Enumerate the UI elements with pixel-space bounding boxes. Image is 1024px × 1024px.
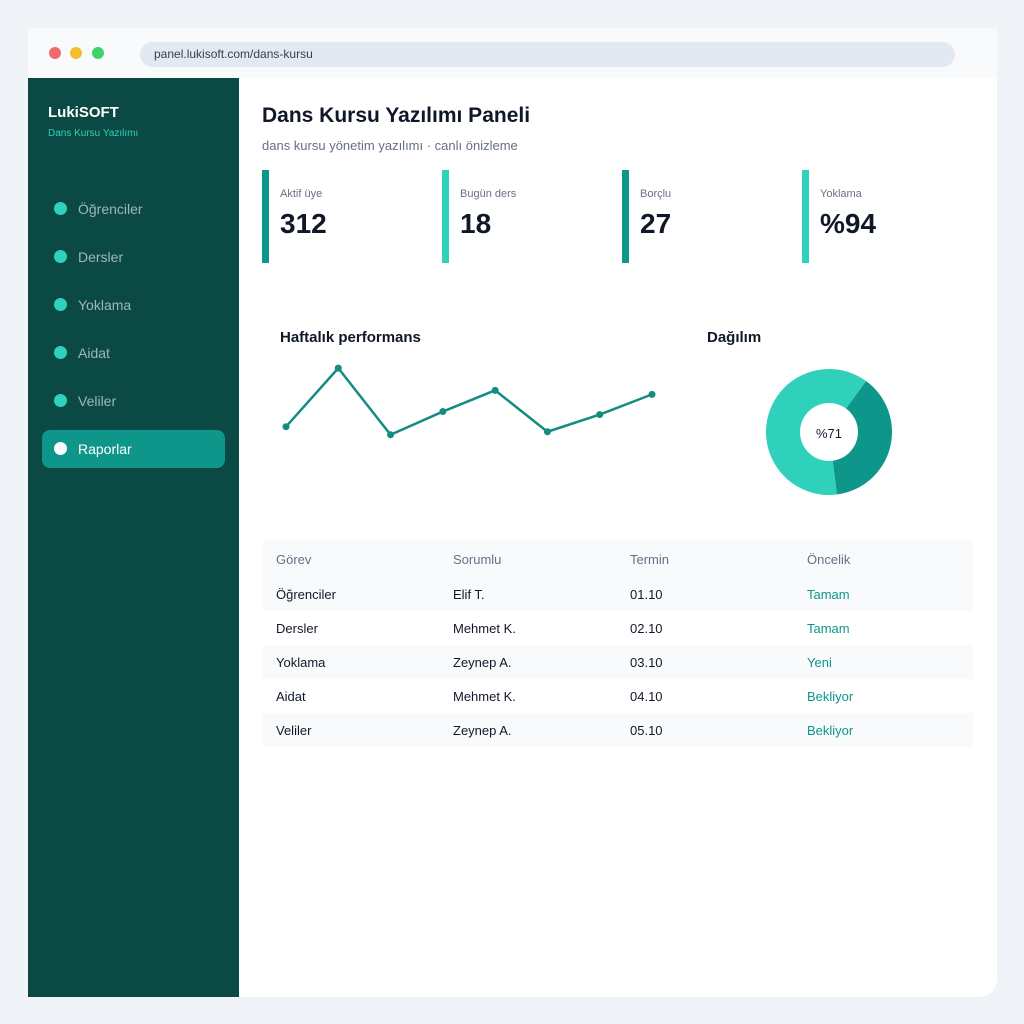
cell-due: 05.10 (630, 723, 663, 738)
page-title: Dans Kursu Yazılımı Paneli (262, 104, 531, 127)
stat-accent-bar (442, 170, 449, 263)
table-row[interactable]: Aidat Mehmet K. 04.10 Bekliyor (263, 679, 973, 713)
stat-card-aktif-uye: Aktif üye 312 (262, 170, 432, 263)
sidebar-item-raporlar[interactable]: Raporlar (42, 430, 225, 468)
performance-data-point (648, 390, 656, 398)
cell-due: 03.10 (630, 655, 663, 670)
minimize-window-button[interactable] (70, 47, 82, 59)
sidebar-item-label: Aidat (78, 345, 110, 361)
main-content: Dans Kursu Yazılımı Paneli dans kursu yö… (239, 78, 997, 997)
cell-priority: Bekliyor (807, 723, 854, 738)
browser-window: panel.lukisoft.com/dans-kursu LukiSOFT D… (28, 28, 997, 997)
title-bar: panel.lukisoft.com/dans-kursu (28, 28, 997, 78)
stat-accent-bar (262, 170, 269, 263)
sidebar-item-ogrenciler[interactable]: Öğrenciler (42, 190, 225, 228)
stat-card-bugun-ders: Bugün ders 18 (442, 170, 612, 263)
column-header[interactable]: Öncelik (807, 552, 851, 567)
brand-subtitle: Dans Kursu Yazılımı (48, 128, 139, 139)
cell-task: Öğrenciler (276, 587, 336, 602)
nav-bullet-icon (54, 202, 67, 215)
stat-accent-bar (622, 170, 629, 263)
nav-bullet-icon (54, 250, 67, 263)
performance-line-chart (282, 364, 656, 439)
performance-data-point (387, 431, 395, 439)
cell-due: 02.10 (630, 621, 663, 636)
table-row[interactable]: Öğrenciler Elif T. 01.10 Tamam (263, 577, 973, 611)
brand-name: LukiSOFT (48, 104, 119, 121)
stat-label: Bugün ders (460, 188, 517, 200)
stat-card-yoklama: Yoklama %94 (802, 170, 972, 263)
cell-task: Dersler (276, 621, 318, 636)
performance-data-point (596, 411, 604, 419)
task-table: Görev Sorumlu Termin Öncelik Öğrenciler … (263, 540, 973, 747)
cell-task: Veliler (276, 723, 312, 738)
stat-label: Yoklama (820, 188, 862, 200)
distribution-slice-1 (832, 381, 892, 495)
nav-bullet-icon (54, 442, 67, 455)
sidebar-item-label: Öğrenciler (78, 201, 143, 217)
sidebar-item-dersler[interactable]: Dersler (42, 238, 225, 276)
stat-label: Borçlu (640, 188, 672, 200)
stat-value: 18 (460, 208, 492, 239)
table-header: Görev Sorumlu Termin Öncelik (263, 540, 973, 577)
cell-due: 01.10 (630, 587, 663, 602)
sidebar-item-label: Veliler (78, 393, 117, 409)
cell-priority: Tamam (807, 621, 850, 636)
cell-owner: Zeynep A. (453, 723, 512, 738)
address-bar[interactable]: panel.lukisoft.com/dans-kursu (140, 42, 955, 67)
distribution-donut-chart (766, 369, 892, 495)
sidebar-item-aidat[interactable]: Aidat (42, 334, 225, 372)
nav-bullet-icon (54, 346, 67, 359)
sidebar-item-veliler[interactable]: Veliler (42, 382, 225, 420)
sidebar-item-label: Raporlar (78, 441, 132, 457)
performance-data-point (282, 423, 290, 431)
stat-card-borclu: Borçlu 27 (622, 170, 792, 263)
stat-accent-bar (802, 170, 809, 263)
close-window-button[interactable] (49, 47, 61, 59)
sidebar-item-label: Yoklama (78, 297, 132, 313)
stat-value: 27 (640, 208, 672, 239)
stat-label: Aktif üye (280, 188, 323, 200)
performance-data-point (491, 386, 499, 394)
cell-priority: Bekliyor (807, 689, 854, 704)
performance-data-point (334, 364, 342, 372)
cell-priority: Tamam (807, 587, 850, 602)
performance-series-line (285, 366, 653, 437)
stat-value: 312 (280, 208, 327, 239)
stat-value: %94 (820, 208, 877, 239)
column-header[interactable]: Sorumlu (453, 552, 502, 567)
column-header[interactable]: Termin (630, 552, 670, 567)
sidebar-item-label: Dersler (78, 249, 124, 265)
cell-due: 04.10 (630, 689, 663, 704)
cell-owner: Zeynep A. (453, 655, 512, 670)
distribution-title: Dağılım (707, 329, 762, 346)
cell-owner: Mehmet K. (453, 621, 516, 636)
table-row[interactable]: Dersler Mehmet K. 02.10 Tamam (263, 611, 973, 645)
sidebar: LukiSOFT Dans Kursu Yazılımı Öğrenciler … (28, 78, 239, 997)
donut-center-label: %71 (815, 426, 843, 441)
cell-task: Yoklama (276, 655, 326, 670)
distribution-slice-2 (766, 369, 867, 495)
maximize-window-button[interactable] (92, 47, 104, 59)
table-row[interactable]: Veliler Zeynep A. 05.10 Bekliyor (263, 713, 973, 747)
page-subtitle: dans kursu yönetim yazılımı · canlı öniz… (262, 138, 518, 153)
cell-task: Aidat (276, 689, 306, 704)
column-header[interactable]: Görev (276, 552, 312, 567)
cell-owner: Elif T. (453, 587, 485, 602)
table-row[interactable]: Yoklama Zeynep A. 03.10 Yeni (263, 645, 973, 679)
performance-data-point (543, 428, 551, 436)
performance-data-point (439, 408, 447, 416)
nav-bullet-icon (54, 298, 67, 311)
cell-priority: Yeni (807, 655, 832, 670)
nav-bullet-icon (54, 394, 67, 407)
performance-title: Haftalık performans (280, 329, 421, 346)
cell-owner: Mehmet K. (453, 689, 516, 704)
sidebar-item-yoklama[interactable]: Yoklama (42, 286, 225, 324)
